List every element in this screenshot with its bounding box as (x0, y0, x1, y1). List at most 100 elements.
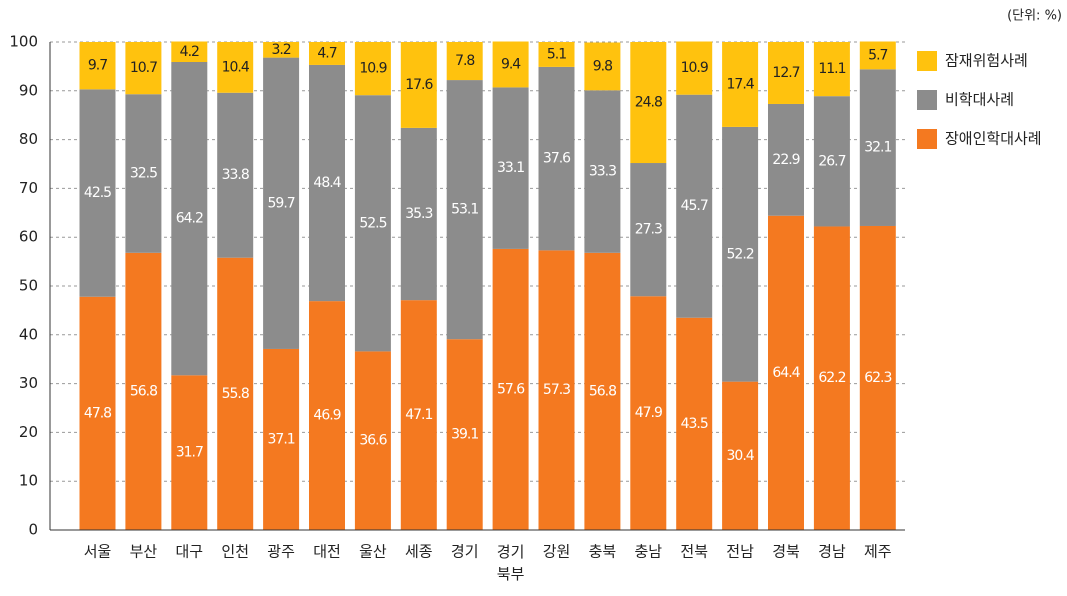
bar-segment (217, 257, 254, 530)
bar-segment (263, 42, 300, 58)
value-label: 56.8 (130, 383, 157, 399)
bar-segment (722, 42, 759, 127)
value-label: 7.8 (455, 53, 474, 69)
y-tick-label: 40 (19, 325, 38, 343)
value-label: 4.7 (317, 45, 336, 61)
bar-segment (722, 381, 759, 530)
bar-segment (79, 296, 116, 530)
x-tick-label: 강원 (543, 543, 571, 561)
unit-note: (단위: %) (1007, 9, 1062, 24)
value-label: 42.5 (84, 185, 111, 201)
bar-segment (354, 95, 391, 352)
value-label: 11.1 (818, 61, 845, 77)
y-tick-label: 100 (9, 33, 38, 51)
bar-segment (79, 89, 116, 297)
bar-segment (171, 62, 208, 376)
y-tick-label: 0 (28, 521, 38, 539)
value-label: 45.7 (681, 198, 708, 214)
bar-segment (492, 87, 529, 249)
bar-segment (446, 80, 483, 340)
bar-segment (859, 41, 896, 70)
x-tick-label: 경남 (818, 543, 846, 561)
bar-segment (217, 92, 254, 258)
value-label: 12.7 (772, 65, 799, 81)
y-tick-label: 60 (19, 228, 38, 246)
value-label: 5.1 (547, 46, 566, 62)
x-tick-label: 울산 (359, 543, 387, 561)
value-label: 22.9 (772, 152, 799, 168)
bar-segment (492, 248, 529, 531)
value-label: 10.4 (222, 59, 250, 75)
value-label: 39.1 (451, 427, 478, 443)
x-tick-label: 서울 (84, 543, 112, 561)
bar-segment (354, 351, 391, 530)
value-label: 32.1 (864, 140, 891, 156)
x-tick-label: 대구 (175, 543, 203, 561)
value-label: 4.2 (180, 44, 199, 60)
value-label: 35.3 (405, 206, 432, 222)
value-label: 64.2 (176, 211, 203, 227)
x-tick-label: 전남 (726, 543, 754, 561)
bar-segment (538, 250, 575, 530)
bar-segment (171, 41, 208, 63)
value-label: 46.9 (313, 408, 340, 424)
x-tick-label: 대전 (313, 543, 341, 561)
value-label: 33.1 (497, 160, 524, 176)
bar-segment (125, 42, 162, 95)
value-label: 43.5 (681, 416, 708, 432)
value-label: 59.7 (268, 195, 295, 211)
bar-segment (859, 225, 896, 530)
x-tick-label: 인천 (221, 543, 249, 561)
value-label: 24.8 (635, 95, 662, 111)
bar-segment (538, 66, 575, 251)
value-label: 52.5 (359, 215, 386, 231)
bar-segment (813, 42, 850, 97)
value-label: 62.2 (818, 370, 845, 386)
x-tick-label: 전북 (680, 543, 708, 561)
bar-segment (538, 42, 575, 67)
value-label: 30.4 (727, 448, 755, 464)
bar-segment (217, 42, 254, 93)
bar-segment (584, 252, 621, 531)
value-label: 37.1 (268, 431, 295, 447)
y-tick-label: 50 (19, 277, 38, 295)
bar-segment (768, 215, 804, 530)
y-tick-label: 10 (19, 472, 38, 490)
value-label: 31.7 (176, 445, 203, 461)
value-label: 64.4 (772, 365, 800, 381)
legend-label: 장애인학대사례 (945, 130, 1042, 148)
bar-segment (768, 42, 804, 104)
value-label: 9.4 (501, 56, 521, 72)
legend-label: 잠재위험사례 (945, 52, 1028, 70)
value-label: 47.9 (635, 405, 662, 421)
value-label: 9.7 (88, 58, 107, 74)
y-tick-label: 70 (19, 179, 38, 197)
value-label: 3.2 (271, 42, 290, 58)
x-tick-label: 제주 (864, 543, 892, 561)
bar-segment (263, 348, 300, 530)
y-tick-label: 20 (19, 423, 38, 441)
bar-segment (584, 90, 621, 253)
bar-segment (630, 163, 667, 297)
value-label: 36.6 (359, 433, 387, 449)
bar-segment (400, 42, 437, 128)
y-tick-label: 30 (19, 374, 38, 392)
x-tick-label: 경기 (451, 543, 479, 561)
value-label: 47.1 (405, 407, 432, 423)
bar-segment (813, 226, 850, 531)
value-label: 52.2 (727, 246, 754, 262)
value-label: 26.7 (818, 153, 845, 169)
bar-segment (309, 301, 345, 530)
y-tick-label: 80 (19, 130, 38, 148)
bar-segment (446, 42, 483, 81)
value-label: 10.9 (359, 61, 386, 77)
legend-label: 비학대사례 (945, 91, 1014, 109)
value-label: 57.6 (497, 381, 525, 397)
bar-segment (400, 127, 437, 301)
value-label: 10.7 (130, 60, 157, 76)
bar-segment (171, 375, 208, 530)
value-label: 33.8 (222, 167, 249, 183)
legend-swatch (917, 129, 937, 149)
bar-segment (446, 339, 483, 530)
bar-segment (859, 69, 896, 226)
